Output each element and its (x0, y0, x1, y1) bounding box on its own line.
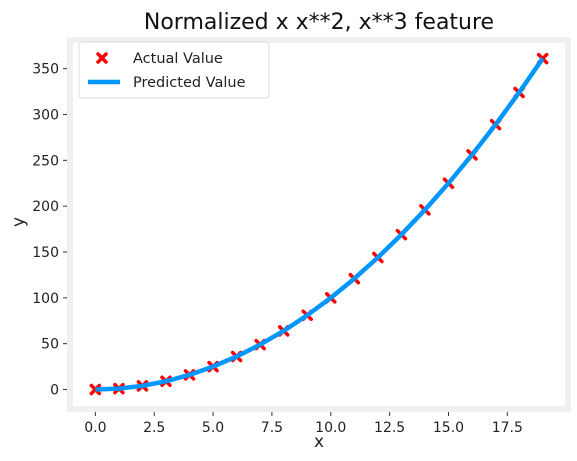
y-axis-label: y (9, 217, 29, 227)
series-line-predicted-value (95, 57, 545, 392)
grid-lines (73, 43, 565, 406)
legend-label-actual-value: Actual Value (133, 51, 223, 67)
y-axis-ticks: 0 50 100 150 200 250 300 350 (32, 62, 67, 399)
y-tick-label: 100 (32, 291, 59, 307)
y-tick-label: 50 (41, 337, 59, 353)
x-axis-ticks: 0.0 2.5 5.0 7.5 10.0 12.5 15.0 17.5 (84, 412, 523, 436)
y-tick-label: 350 (32, 62, 59, 78)
x-tick-label: 10.0 (315, 420, 346, 436)
x-tick-label: 5.0 (202, 420, 224, 436)
y-tick-label: 200 (32, 199, 59, 215)
plot-area (73, 43, 565, 406)
x-tick-label: 12.5 (374, 420, 405, 436)
x-tick-label: 2.5 (143, 420, 165, 436)
legend-marker-actual-value (96, 52, 108, 64)
x-axis-label: x (314, 432, 324, 452)
x-tick-label: 17.5 (492, 420, 523, 436)
y-tick-label: 300 (32, 108, 59, 124)
legend-box (78, 41, 270, 99)
legend-label-predicted-value: Predicted Value (133, 75, 246, 91)
series-layer (89, 52, 549, 396)
chart-title: Normalized x x**2, x**3 feature (144, 10, 494, 35)
y-tick-label: 250 (32, 153, 59, 169)
x-tick-label: 15.0 (433, 420, 464, 436)
legend: Actual Value Predicted Value (78, 41, 270, 99)
y-tick-label: 0 (50, 383, 59, 399)
y-tick-label: 150 (32, 245, 59, 261)
x-tick-label: 7.5 (261, 420, 283, 436)
x-tick-label: 0.0 (84, 420, 106, 436)
